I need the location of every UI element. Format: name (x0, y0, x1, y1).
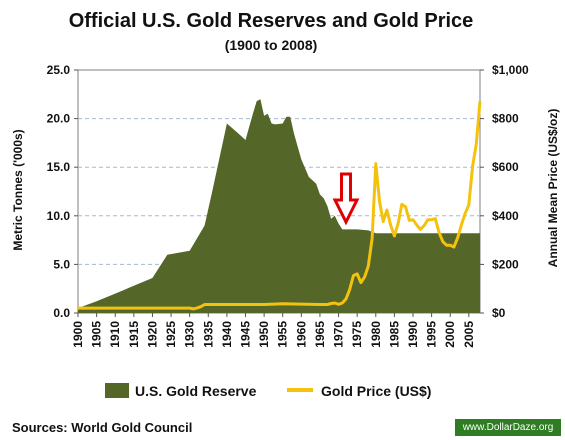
x-axis: 1900 1905 1910 1915 1920 1925 1930 1935 1940 1945… (71, 313, 476, 348)
legend-swatch-gold-reserve (105, 383, 129, 398)
x-tick-label: 2005 (462, 321, 476, 348)
y-left-tick-label: 20.0 (47, 112, 71, 126)
x-tick-label: 1900 (71, 321, 85, 348)
x-tick-label: 1920 (145, 321, 159, 348)
y-axis-right-label: Annual Mean Price (US$/oz) (546, 109, 560, 268)
chart-subtitle: (1900 to 2008) (225, 37, 318, 53)
x-tick-label: 1970 (332, 321, 346, 348)
y-left-tick-label: 0.0 (53, 306, 70, 320)
y-right-tick-label: $600 (492, 160, 519, 174)
x-tick-label: 2000 (443, 321, 457, 348)
x-tick-label: 1925 (164, 321, 178, 348)
x-tick-label: 1965 (313, 321, 327, 348)
y-right-tick-label: $800 (492, 112, 519, 126)
chart-title: Official U.S. Gold Reserves and Gold Pri… (69, 10, 474, 32)
x-tick-label: 1960 (294, 321, 308, 348)
y-right-tick-label: $200 (492, 257, 519, 271)
x-tick-label: 1955 (276, 321, 290, 348)
x-tick-label: 1930 (183, 321, 197, 348)
y-left-tick-label: 10.0 (47, 209, 71, 223)
x-tick-label: 1945 (239, 321, 253, 348)
x-tick-label: 1985 (387, 321, 401, 348)
x-tick-label: 1905 (90, 321, 104, 348)
y-axis-left-label: Metric Tonnes ('000s) (11, 129, 25, 250)
x-tick-label: 1975 (350, 321, 364, 348)
x-tick-label: 1950 (257, 321, 271, 348)
x-tick-label: 1910 (108, 321, 122, 348)
y-right-tick-label: $0 (492, 306, 506, 320)
x-tick-label: 1980 (369, 321, 383, 348)
y-axis-left: 0.0 5.0 10.0 15.0 20.0 25.0 (47, 63, 78, 320)
y-axis-right: $0 $200 $400 $600 $800 $1,000 (480, 63, 529, 320)
y-left-tick-label: 5.0 (53, 257, 70, 271)
y-right-tick-label: $400 (492, 209, 519, 223)
down-arrow-icon (332, 172, 360, 226)
legend-label-gold-reserve: U.S. Gold Reserve (135, 383, 257, 399)
legend-label-gold-price: Gold Price (US$) (321, 383, 431, 399)
watermark: www.DollarDaze.org (455, 419, 561, 436)
source-note: Sources: World Gold Council (12, 420, 192, 435)
gold-price-line (78, 100, 482, 311)
x-tick-label: 1995 (425, 321, 439, 348)
grid-lines (78, 118, 480, 265)
x-tick-label: 1915 (127, 321, 141, 348)
x-tick-label: 1940 (220, 321, 234, 348)
annotation-arrow (332, 172, 360, 226)
y-right-tick-label: $1,000 (492, 63, 529, 77)
y-left-tick-label: 15.0 (47, 160, 71, 174)
series-gold-reserve (78, 99, 480, 313)
y-left-tick-label: 25.0 (47, 63, 71, 77)
legend: U.S. Gold Reserve Gold Price (US$) (105, 383, 431, 399)
x-tick-label: 1990 (406, 321, 420, 348)
series-gold-price (78, 100, 482, 311)
gold-reserve-area (78, 99, 480, 313)
x-tick-label: 1935 (201, 321, 215, 348)
